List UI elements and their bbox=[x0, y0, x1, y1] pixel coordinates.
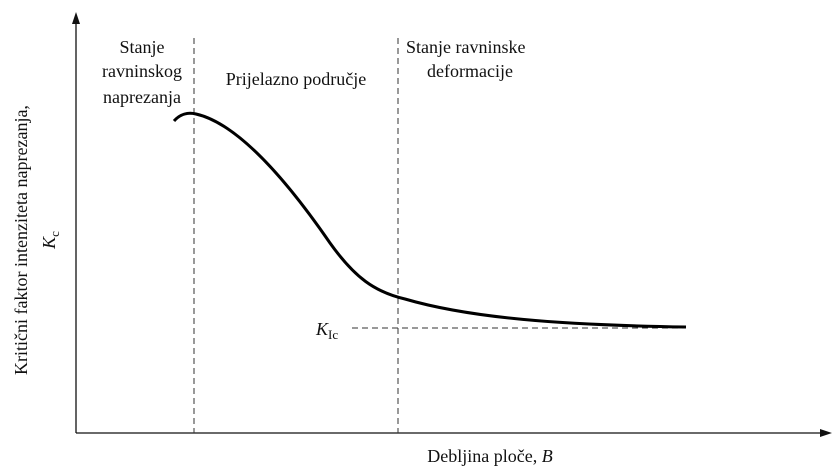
region-label: Stanje bbox=[120, 37, 165, 57]
asymptote-label: KIc bbox=[315, 319, 338, 342]
x-arrow bbox=[820, 429, 832, 437]
region-label: ravninskog bbox=[102, 61, 182, 81]
region-label: Stanje ravninske bbox=[406, 37, 525, 57]
region-label: naprezanja bbox=[103, 87, 181, 107]
curve bbox=[172, 111, 687, 329]
symbol: B bbox=[542, 446, 553, 466]
text: Kritični faktor intenziteta naprezanja, bbox=[11, 105, 31, 375]
symbol: K bbox=[39, 236, 59, 250]
region-label: Prijelazno područje bbox=[226, 69, 366, 89]
y-arrow bbox=[72, 12, 80, 24]
symbol-label: Kc bbox=[39, 231, 62, 250]
text: Debljina ploče, bbox=[427, 446, 541, 466]
symbol: K bbox=[315, 319, 329, 339]
y-axis-label: Kritični faktor intenziteta naprezanja, … bbox=[11, 105, 62, 375]
x-axis-label: Debljina ploče, B bbox=[427, 446, 552, 466]
subscript: c bbox=[47, 231, 62, 237]
region-label: deformacije bbox=[427, 61, 513, 81]
subscript: Ic bbox=[328, 327, 338, 342]
